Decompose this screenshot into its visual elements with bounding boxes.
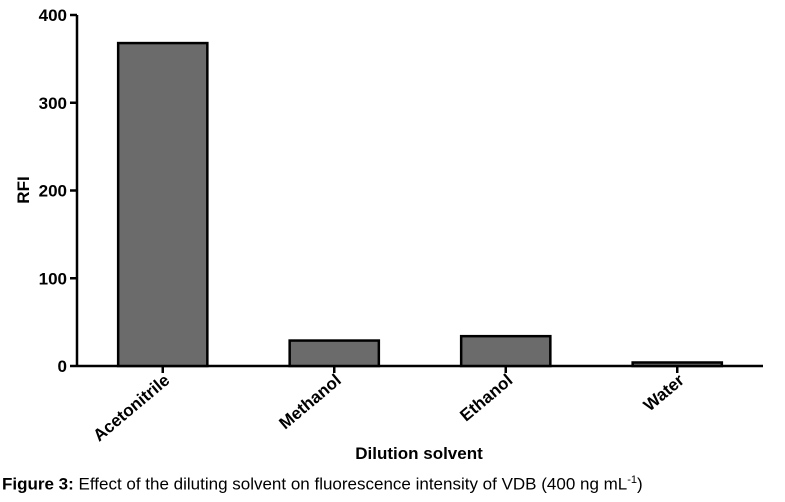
y-axis: 0 100 200 300 400 [39,6,79,376]
caption-label: Figure 3: [2,474,74,494]
y-tick-label: 100 [39,269,67,288]
y-tick-label: 300 [39,94,67,113]
bar-water [631,361,724,368]
y-axis-title: RFI [14,176,33,203]
caption-superscript: -1 [627,474,638,486]
y-tick-label: 400 [39,6,67,25]
caption-text: Effect of the diluting solvent on fluore… [73,474,628,494]
y-tick-label: 200 [39,182,67,201]
bar-methanol [288,339,381,368]
bar-chart: 0 100 200 300 400 Acetonitrile Methanol Ethano… [14,6,763,463]
x-tick-label-water: Water [640,370,688,415]
bar-ethanol [459,334,552,368]
x-tick-label-ethanol: Ethanol [456,371,516,426]
bars [116,41,724,368]
caption-close: ) [637,474,643,494]
x-axis: Acetonitrile Methanol Ethanol Water [77,364,763,446]
x-tick-label-acetonitrile: Acetonitrile [89,371,173,446]
figure-caption: Figure 3: Effect of the diluting solvent… [2,474,785,495]
x-tick-label-methanol: Methanol [275,371,344,434]
x-axis-title: Dilution solvent [355,444,483,463]
y-tick-label: 0 [58,357,67,376]
bar-acetonitrile [116,41,209,368]
